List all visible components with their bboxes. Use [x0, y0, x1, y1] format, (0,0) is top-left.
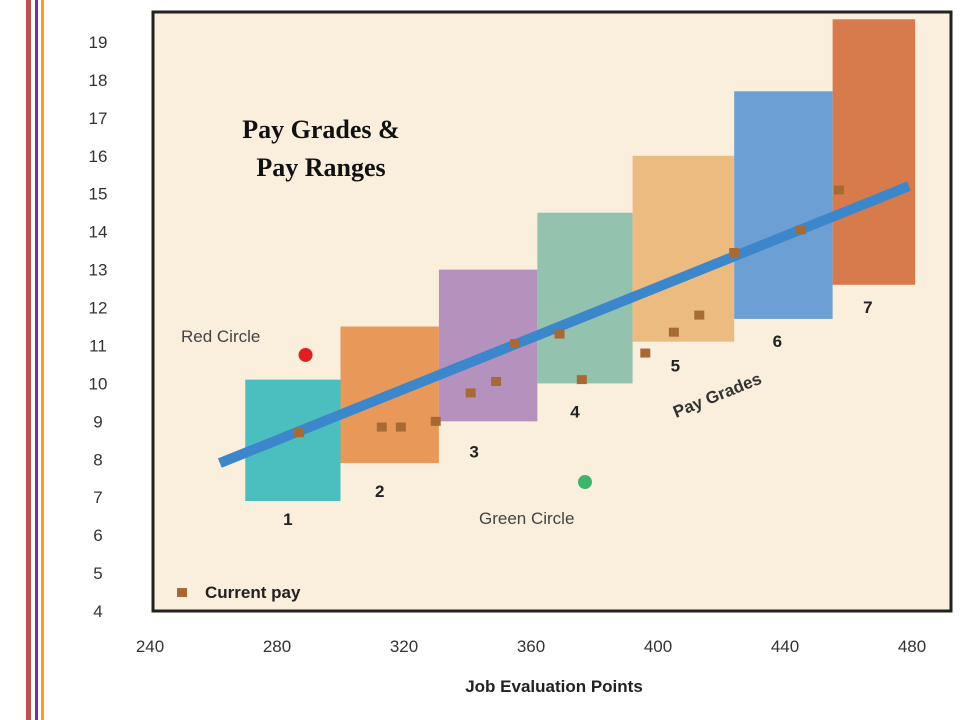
current-pay-point-3 [395, 422, 406, 432]
y-tick-label-5: 5 [93, 564, 102, 583]
x-tick-label-400: 400 [644, 637, 672, 656]
current-pay-point-11 [668, 327, 679, 337]
y-tick-label-16: 16 [89, 147, 108, 166]
x-tick-label-280: 280 [263, 637, 291, 656]
current-pay-point-12 [694, 310, 705, 320]
pay-grade-bars: 1 2 3 4 5 6 7 [245, 19, 916, 529]
current-pay-point-8 [554, 329, 565, 339]
pay-grade-label-4: 4 [570, 402, 580, 421]
green-circle-point [577, 475, 592, 490]
x-tick-label-480: 480 [898, 637, 926, 656]
x-tick-label-360: 360 [517, 637, 545, 656]
current-pay-point-2 [376, 422, 387, 432]
legend-marker [177, 588, 187, 597]
y-tick-label-18: 18 [89, 71, 108, 90]
chart-title-line-2: Pay Ranges [256, 153, 385, 182]
current-pay-point-6 [491, 377, 502, 387]
x-axis-title: Job Evaluation Points [465, 677, 643, 696]
y-tick-label-4: 4 [93, 602, 102, 621]
pay-grade-bar-5 [632, 155, 735, 342]
y-tick-label-10: 10 [89, 374, 108, 393]
y-tick-label-14: 14 [89, 223, 108, 242]
y-tick-label-19: 19 [89, 33, 108, 52]
current-pay-points [294, 185, 844, 438]
pay-grade-bar-6 [734, 91, 833, 319]
current-pay-point-15 [833, 185, 844, 195]
x-tick-label-320: 320 [390, 637, 418, 656]
current-pay-point-1 [294, 428, 305, 438]
pay-grade-label-6: 6 [773, 332, 782, 351]
pay-grade-bar-4 [537, 212, 633, 384]
pay-grade-bar-7 [832, 19, 916, 285]
green-circle-label: Green Circle [479, 509, 574, 528]
x-tick-label-240: 240 [136, 637, 164, 656]
y-tick-label-9: 9 [93, 412, 102, 431]
plot-border [151, 10, 953, 613]
current-pay-point-4 [430, 416, 441, 426]
pay-grade-label-5: 5 [671, 357, 680, 376]
y-tick-label-8: 8 [93, 450, 102, 469]
pay-grade-label-1: 1 [283, 510, 292, 529]
pay-grade-label-7: 7 [863, 298, 872, 317]
red-circle-point [298, 347, 313, 362]
pay-grade-bar-1 [245, 379, 341, 501]
red-circle-label: Red Circle [181, 327, 260, 346]
pay-policy-line-layer [217, 181, 911, 468]
y-tick-label-17: 17 [89, 109, 108, 128]
legend-label: Current pay [205, 583, 301, 602]
current-pay-point-9 [576, 375, 587, 385]
pay-policy-line [217, 181, 911, 468]
chart-title-line-1: Pay Grades & [242, 115, 399, 144]
y-tick-label-6: 6 [93, 526, 102, 545]
y-tick-label-12: 12 [89, 299, 108, 318]
decorative-stripe-red [26, 0, 31, 720]
annotations [298, 347, 592, 490]
y-tick-label-11: 11 [89, 336, 107, 355]
pay-grade-label-3: 3 [469, 442, 478, 461]
y-tick-label-7: 7 [93, 488, 102, 507]
current-pay-point-14 [795, 225, 806, 235]
decorative-stripe-orange [41, 0, 44, 720]
pay-grade-label-2: 2 [375, 482, 384, 501]
current-pay-point-13 [729, 248, 740, 258]
y-tick-label-15: 15 [89, 185, 108, 204]
current-pay-point-10 [640, 348, 651, 358]
current-pay-point-7 [510, 339, 521, 349]
current-pay-point-5 [465, 388, 476, 398]
x-tick-label-440: 440 [771, 637, 799, 656]
decorative-stripe-purple [35, 0, 38, 720]
y-tick-label-13: 13 [89, 261, 108, 280]
